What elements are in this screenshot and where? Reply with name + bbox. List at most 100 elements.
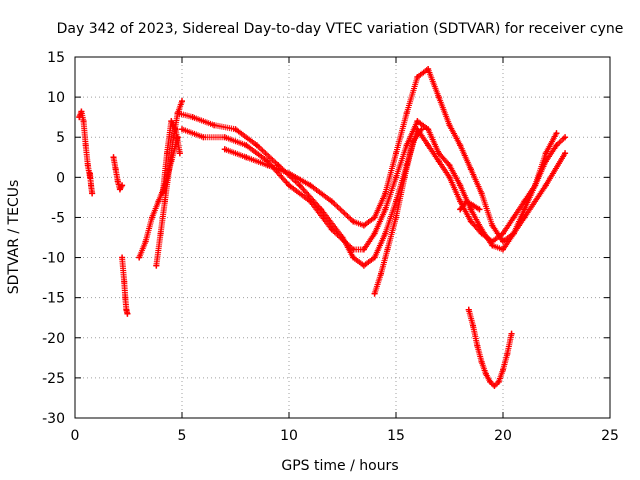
plot-frame	[74, 56, 611, 419]
series-track-rise-c	[159, 118, 183, 197]
data-point	[221, 134, 228, 141]
series-track-early-main	[371, 126, 425, 297]
data-point	[491, 382, 498, 389]
x-tick-label: 20	[494, 428, 512, 444]
data-point	[446, 174, 453, 181]
data-point	[425, 66, 432, 73]
data-point	[350, 254, 357, 261]
data-point	[360, 246, 367, 253]
data-point	[264, 162, 271, 169]
x-tick-label: 0	[71, 428, 80, 444]
x-tick-label: 10	[280, 428, 298, 444]
data-point	[378, 270, 385, 277]
data-point	[393, 174, 399, 181]
data-point	[200, 134, 207, 141]
data-point	[562, 134, 569, 141]
series-track-rise-b	[153, 98, 185, 269]
series-markers	[153, 98, 185, 269]
data-point	[489, 242, 496, 249]
data-point	[489, 222, 496, 229]
series-markers	[465, 306, 515, 389]
y-tick-label: 15	[47, 50, 65, 66]
data-point	[88, 182, 95, 189]
y-axis-label: SDTVAR / TECUs	[6, 180, 22, 295]
data-point	[307, 182, 314, 189]
grid	[75, 57, 610, 418]
data-point	[510, 214, 517, 221]
data-point	[350, 246, 357, 253]
data-point	[119, 254, 126, 261]
data-point	[371, 290, 378, 297]
data-point	[307, 198, 314, 205]
series-track-main-a	[174, 110, 569, 269]
data-point	[286, 170, 292, 177]
data-point	[435, 150, 442, 157]
data-point	[500, 238, 506, 245]
y-tick-label: -20	[42, 331, 65, 347]
data-point	[382, 230, 389, 237]
data-point	[136, 254, 143, 261]
data-point	[414, 118, 421, 125]
data-point	[467, 218, 474, 225]
data-point	[371, 254, 378, 261]
data-point	[382, 206, 389, 213]
series-track-early-d	[119, 254, 131, 317]
data-point	[410, 138, 417, 145]
data-point	[153, 262, 160, 269]
chart-title: Day 342 of 2023, Sidereal Day-to-day VTE…	[57, 21, 624, 37]
data-point	[164, 150, 171, 157]
data-point	[360, 262, 367, 269]
data-point	[393, 150, 399, 157]
data-point	[350, 218, 357, 225]
data-point	[463, 198, 470, 205]
data-point	[401, 174, 408, 181]
data-point	[474, 342, 481, 349]
data-point	[253, 142, 260, 149]
data-point	[542, 182, 549, 189]
x-tick-label: 25	[601, 428, 619, 444]
data-point	[179, 98, 185, 105]
data-point	[457, 206, 464, 213]
data-point	[476, 206, 483, 213]
series-track-early-b	[86, 170, 96, 197]
data-point	[500, 230, 506, 237]
series-track-rise-a	[136, 134, 181, 261]
data-point	[89, 190, 96, 197]
series-track-deep	[465, 306, 515, 389]
data-point	[116, 186, 123, 193]
data-point	[82, 142, 89, 149]
data-point	[168, 118, 175, 125]
data-point	[221, 146, 228, 153]
data-point	[110, 154, 117, 161]
data-point	[521, 214, 528, 221]
data-point	[166, 166, 173, 173]
data-point	[478, 358, 485, 365]
data-point	[243, 142, 250, 149]
data-point	[482, 370, 489, 377]
data-point	[403, 142, 410, 149]
series-markers	[119, 254, 131, 317]
series-markers	[110, 154, 126, 193]
data-series	[76, 66, 569, 389]
series-track-mid	[457, 198, 483, 213]
data-point	[495, 378, 502, 385]
data-point	[286, 182, 292, 189]
data-point	[457, 142, 464, 149]
data-point	[465, 306, 472, 313]
data-point	[467, 166, 474, 173]
data-point	[78, 108, 85, 115]
data-point	[243, 154, 250, 161]
data-point	[446, 162, 453, 169]
series-track-main-b	[179, 118, 560, 253]
data-point	[467, 206, 474, 213]
data-point	[504, 350, 511, 357]
data-point	[418, 126, 425, 133]
data-point	[360, 222, 367, 229]
data-point	[123, 306, 130, 313]
data-point	[112, 166, 119, 173]
data-point	[328, 226, 335, 233]
data-point	[542, 150, 549, 157]
data-point	[119, 182, 126, 189]
data-point	[149, 214, 156, 221]
